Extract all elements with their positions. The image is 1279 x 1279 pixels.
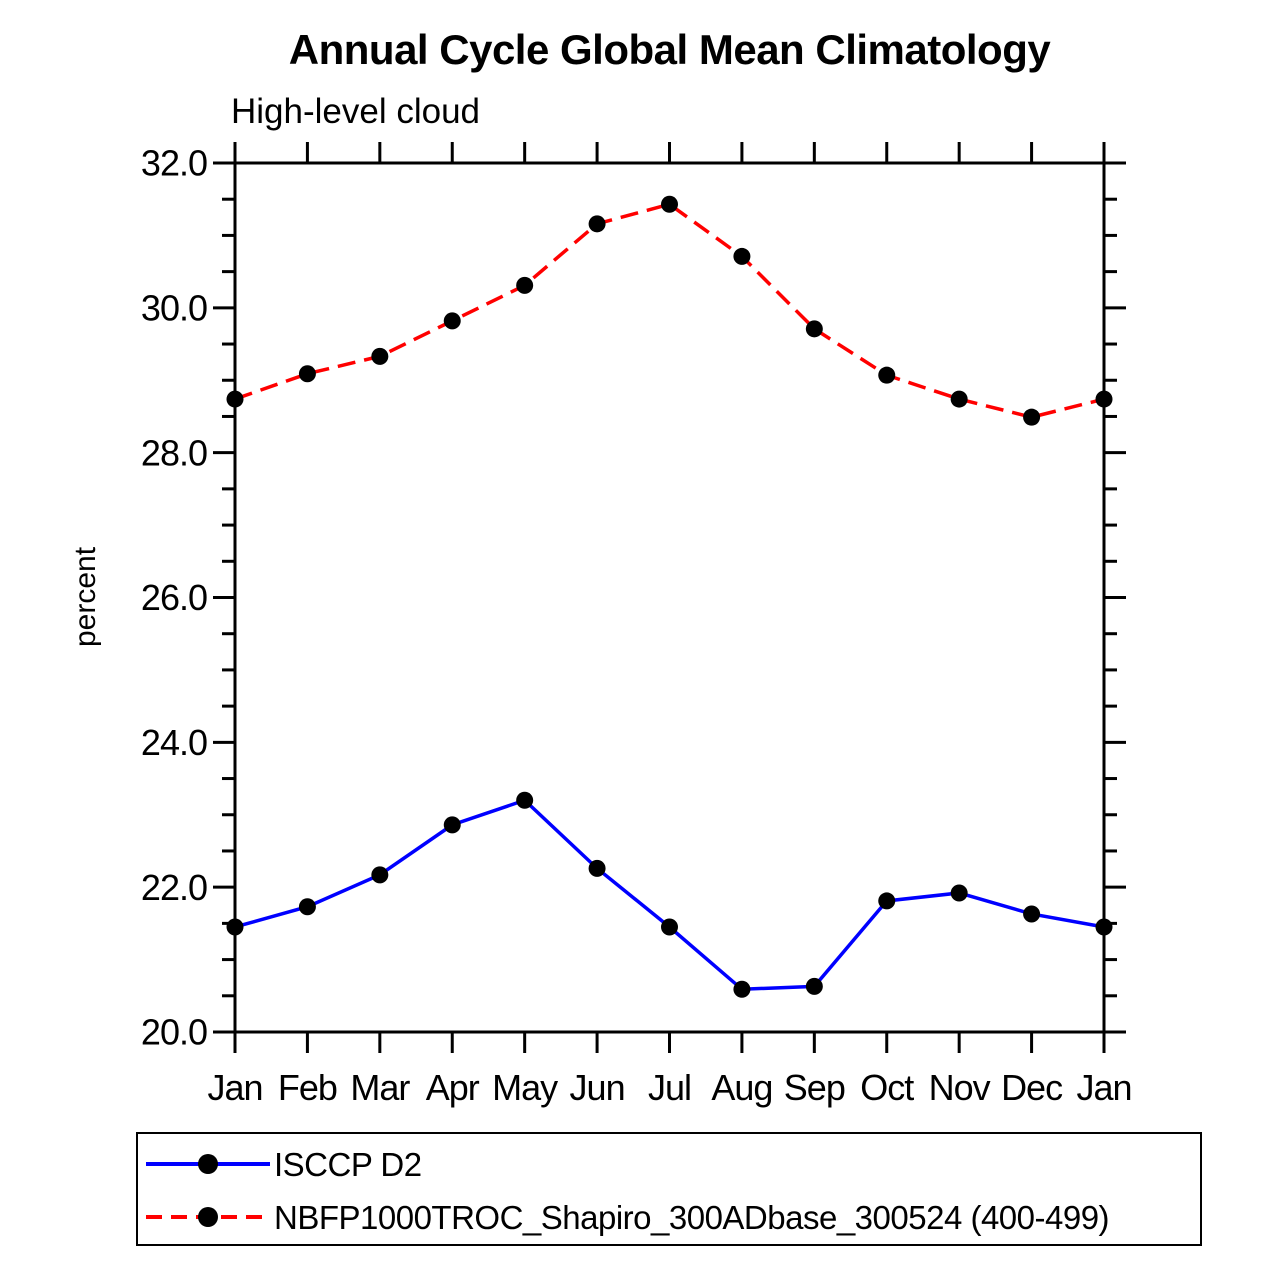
y-tick-label: 22.0 (141, 867, 207, 908)
legend-label: NBFP1000TROC_Shapiro_300ADbase_300524 (4… (274, 1198, 1110, 1236)
x-tick-label: May (492, 1067, 558, 1108)
data-point (805, 320, 823, 338)
y-tick-label: 32.0 (141, 143, 207, 184)
data-point (588, 859, 606, 877)
data-point (1023, 408, 1041, 426)
legend-marker-dot (198, 1207, 218, 1227)
legend-item: ISCCP D2 (144, 1141, 422, 1187)
x-tick-label: Oct (860, 1067, 914, 1108)
data-point (661, 195, 678, 213)
x-tick-label: Jul (648, 1067, 691, 1108)
data-point (733, 247, 751, 265)
legend-line-sample (146, 1154, 270, 1174)
series-line-isccp-d2 (234, 798, 1105, 992)
legend-item: NBFP1000TROC_Shapiro_300ADbase_300524 (4… (144, 1194, 1110, 1240)
x-tick-label: Mar (350, 1067, 410, 1108)
data-point (1023, 905, 1041, 923)
chart-title: Annual Cycle Global Mean Climatology (288, 26, 1051, 73)
plot-frame (233, 161, 1106, 1034)
data-point (878, 366, 896, 384)
x-tick-label: Sep (784, 1067, 845, 1108)
y-tick-label: 24.0 (141, 722, 207, 763)
x-tick-label: Feb (278, 1067, 337, 1108)
data-point (443, 816, 461, 834)
y-tick-label: 30.0 (141, 287, 207, 328)
legend-label: ISCCP D2 (274, 1145, 422, 1183)
data-point (950, 390, 968, 408)
x-tick-label: Nov (929, 1067, 991, 1108)
data-point (878, 892, 896, 910)
data-point (226, 390, 244, 408)
y-tick-label: 20.0 (141, 1012, 207, 1053)
data-point (516, 276, 534, 294)
data-point (805, 977, 823, 995)
data-point (371, 347, 389, 365)
data-point (226, 918, 244, 936)
data-point (733, 980, 751, 998)
data-point (371, 866, 389, 884)
data-point (1095, 390, 1113, 408)
x-tick-label: Apr (426, 1067, 480, 1108)
data-point (516, 791, 534, 809)
y-tick-label: 26.0 (141, 577, 207, 618)
legend: ISCCP D2 NBFP1000TROC_Shapiro_300ADbase_… (136, 1132, 1202, 1246)
data-point (298, 898, 316, 916)
y-tick-label: 28.0 (141, 432, 207, 473)
legend-line-sample (146, 1207, 270, 1227)
data-point (1095, 918, 1113, 936)
legend-marker-dot (198, 1154, 218, 1174)
x-tick-label: Jan (207, 1067, 262, 1108)
series-line-nbfp1000troc-shapiro-300adbase-300524-40 (234, 202, 1105, 419)
data-point (298, 365, 316, 383)
plot-area: Jan Feb Mar Apr May Jun Jul Aug Sep Oct Nov Dec Jan2… (141, 142, 1133, 1108)
data-point (588, 215, 606, 233)
data-point (950, 884, 968, 902)
data-point (443, 312, 461, 330)
x-tick-label: Jan (1076, 1067, 1131, 1108)
data-point (661, 918, 678, 936)
x-tick-label: Jun (570, 1067, 625, 1108)
x-tick-label: Aug (711, 1067, 772, 1108)
x-tick-label: Dec (1001, 1067, 1063, 1108)
chart-subtitle: High-level cloud (231, 92, 481, 131)
